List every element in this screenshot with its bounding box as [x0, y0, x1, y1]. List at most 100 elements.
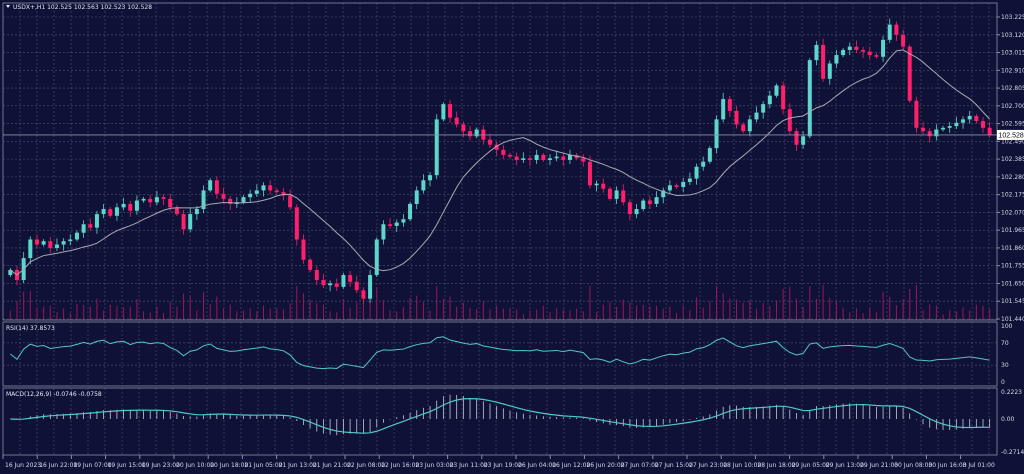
candle-body — [354, 281, 359, 291]
time-tick-label: 20 Jun 18:00 — [210, 462, 248, 469]
candle — [414, 186, 419, 210]
candle-body — [48, 241, 53, 248]
candle — [881, 35, 886, 62]
candle-body — [921, 127, 926, 132]
panel-frames — [2, 2, 998, 456]
moving-average-line — [10, 49, 991, 276]
candle-body — [647, 200, 652, 204]
candle-body — [927, 131, 932, 137]
candle — [667, 180, 672, 195]
candle-body — [341, 275, 346, 287]
candle-body — [114, 207, 119, 216]
candle-body — [941, 127, 946, 130]
candle — [801, 131, 806, 149]
candle — [74, 230, 79, 242]
candle — [134, 195, 139, 215]
candle — [288, 189, 293, 211]
candle-body — [414, 190, 419, 204]
candle-body — [194, 209, 199, 215]
candle — [401, 214, 406, 227]
macd-tick-label: 0.00 — [1001, 416, 1015, 423]
candle — [901, 29, 906, 51]
time-tick-label: 19 Jun 23:00 — [142, 462, 180, 469]
candle — [28, 236, 33, 265]
candle-body — [428, 175, 433, 181]
time-tick-label: 22 Jun 16:00 — [381, 462, 419, 469]
candle — [381, 220, 386, 245]
time-tick-label: 27 Jun 23:00 — [689, 462, 727, 469]
candle — [614, 186, 619, 204]
candle-body — [221, 193, 226, 199]
time-tick-label: 21 Jun 05:00 — [244, 462, 282, 469]
candle — [761, 101, 766, 119]
candle — [174, 205, 179, 217]
candle-body — [28, 239, 33, 259]
candle — [221, 187, 226, 202]
candle — [554, 150, 559, 162]
time-tick-label: 28 Jun 10:00 — [723, 462, 761, 469]
candle-body — [174, 207, 179, 215]
price-tick-label: 102.805 — [1001, 85, 1024, 92]
candle — [441, 102, 446, 122]
candle-body — [61, 241, 66, 245]
price-tick-label: 101.650 — [1001, 280, 1024, 287]
candle-body — [94, 214, 99, 228]
macd-signal-line — [10, 398, 990, 434]
candle-body — [274, 190, 279, 193]
candle — [641, 198, 646, 212]
candle — [941, 125, 946, 132]
candle-body — [874, 55, 879, 57]
candle — [448, 100, 453, 123]
candle — [794, 128, 799, 151]
candle-body — [707, 148, 712, 162]
candle-body — [108, 209, 113, 216]
time-tick-label: 29 Jun 05:00 — [792, 462, 830, 469]
candle — [341, 272, 346, 289]
candle-body — [168, 198, 173, 208]
time-tick-label: 23 Jun 19:00 — [484, 462, 522, 469]
candle-body — [841, 49, 846, 56]
candle-body — [801, 136, 806, 145]
rsi-line — [10, 336, 990, 370]
rsi-tick-label: 0 — [1001, 379, 1005, 386]
candle — [874, 53, 879, 59]
candle-body — [601, 183, 606, 189]
time-tick-label: 16 Jun 22:00 — [39, 462, 77, 469]
candle — [981, 116, 986, 133]
candle — [734, 105, 739, 129]
candle-body — [268, 185, 273, 191]
price-tick-label: 101.755 — [1001, 263, 1024, 270]
candle-body — [767, 95, 772, 105]
candle-body — [834, 55, 839, 64]
candle-body — [641, 200, 646, 210]
candle — [374, 237, 379, 278]
candle-body — [128, 203, 133, 211]
time-tick-label: 29 Jun 13:00 — [826, 462, 864, 469]
candle-body — [794, 131, 799, 145]
candle — [468, 126, 473, 141]
candle-body — [814, 44, 819, 61]
candle-body — [714, 119, 719, 149]
candle-body — [361, 290, 366, 299]
candle — [787, 103, 792, 135]
candle-body — [567, 154, 572, 160]
dropdown-triangle-icon[interactable] — [6, 5, 10, 8]
candle — [687, 172, 692, 186]
candle-body — [847, 46, 852, 50]
candle-body — [894, 24, 899, 35]
candle — [328, 280, 333, 292]
candle-body — [8, 269, 13, 276]
candles — [8, 18, 992, 305]
candle-body — [188, 214, 193, 230]
candle — [208, 178, 213, 193]
candle — [388, 218, 393, 229]
candle-body — [967, 115, 972, 120]
candle — [747, 115, 752, 137]
candle — [834, 49, 839, 68]
candle-body — [594, 183, 599, 186]
candle — [954, 116, 959, 130]
candle — [681, 177, 686, 193]
candle-body — [488, 139, 493, 145]
candle-body — [41, 241, 46, 245]
